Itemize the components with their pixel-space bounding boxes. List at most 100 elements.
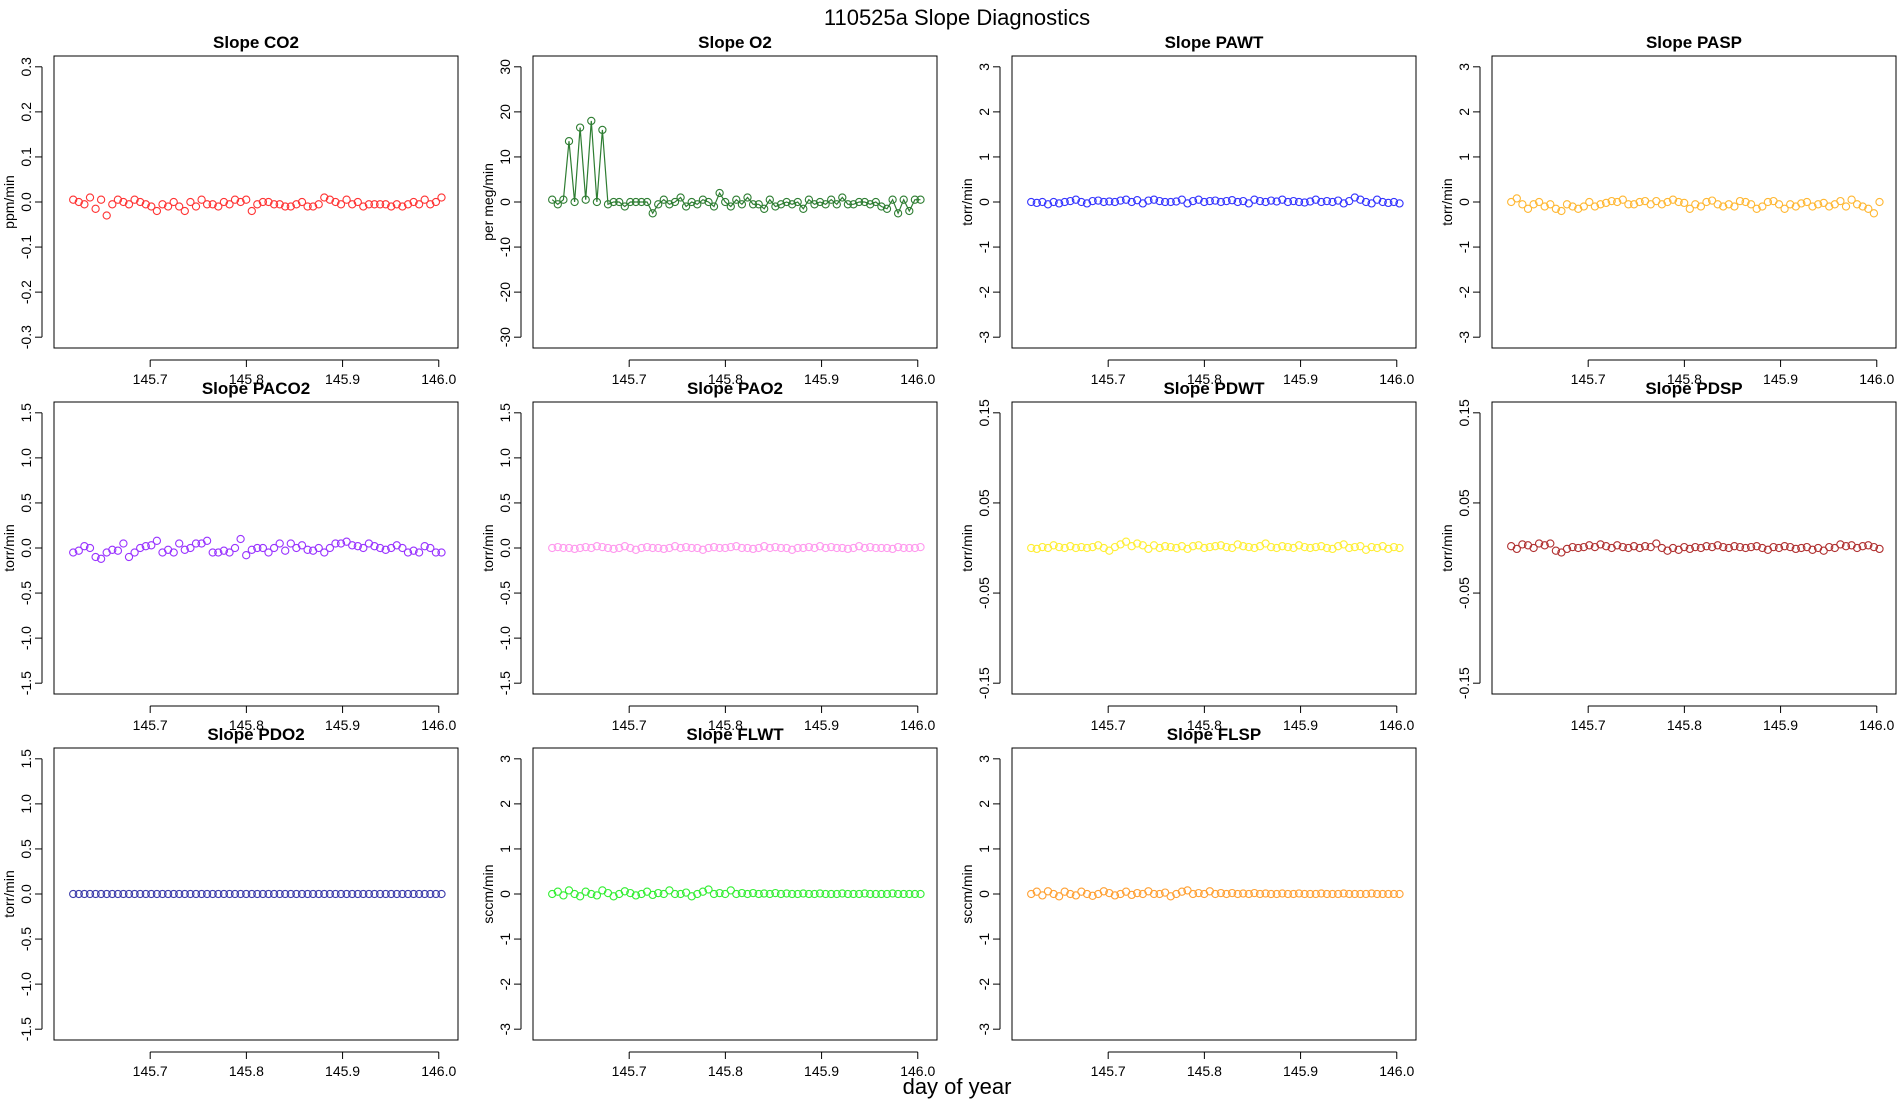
data-point <box>1278 542 1287 551</box>
y-tick-label: -1.5 <box>18 671 34 695</box>
data-point <box>1032 198 1041 208</box>
data-point <box>364 889 374 899</box>
data-point <box>732 195 741 204</box>
data-point <box>1847 195 1856 204</box>
x-tick-label: 146.0 <box>1379 717 1414 733</box>
x-tick-label: 145.9 <box>1283 717 1318 733</box>
data-point <box>1099 887 1108 896</box>
data-point <box>186 197 195 207</box>
data-point <box>1758 202 1767 211</box>
data-point <box>659 195 668 204</box>
y-axis-label: sccm/min <box>480 864 496 923</box>
data-point <box>1735 196 1745 206</box>
data-point <box>375 543 385 553</box>
data-point <box>871 197 880 207</box>
y-tick-label: 3 <box>497 755 513 763</box>
data-point <box>113 195 123 204</box>
y-tick-label: -0.5 <box>18 581 34 605</box>
data-point <box>1294 197 1304 207</box>
data-point <box>1361 889 1371 899</box>
data-point <box>760 542 769 551</box>
plot-frame <box>532 55 938 349</box>
x-tick-label: 145.8 <box>1667 371 1702 387</box>
data-point <box>782 889 791 898</box>
y-tick-label: 2 <box>1456 108 1472 116</box>
panel-title: Slope PDWT <box>1163 379 1265 398</box>
y-tick-label: 0 <box>976 198 992 206</box>
data-point <box>102 889 111 899</box>
data-point <box>866 889 875 899</box>
x-tick-label: 145.8 <box>708 371 743 387</box>
data-point <box>916 542 925 552</box>
data-point <box>236 197 245 207</box>
panel-slope-pdo2: Slope PDO2 -1.5 -1.0 -0.5 0.0 0.5 1.0 1.5 torr/m… <box>1 725 459 1079</box>
data-point <box>1596 540 1605 549</box>
y-tick-label: -2 <box>497 978 513 991</box>
data-point <box>1160 542 1170 551</box>
data-point <box>581 887 590 896</box>
panel-slope-paco2: Slope PACO2 -1.5 -1.0 -0.5 0.0 0.5 1.0 1.5 torr/… <box>1 379 459 733</box>
data-point <box>253 200 262 209</box>
data-point <box>1289 889 1298 899</box>
data-point <box>827 889 836 899</box>
data-point <box>119 539 128 548</box>
y-tick-label: 0 <box>976 890 992 898</box>
data-point <box>1043 200 1053 209</box>
x-tick-label: 145.9 <box>325 1063 360 1079</box>
data-point <box>208 889 217 899</box>
data-point <box>1205 542 1214 552</box>
data-point <box>1713 200 1722 209</box>
data-point <box>1311 889 1320 899</box>
data-point <box>626 888 635 898</box>
data-point <box>760 204 769 213</box>
data-point <box>832 200 841 209</box>
data-point <box>1696 202 1706 211</box>
data-point <box>866 200 875 209</box>
data-point <box>91 889 100 899</box>
data-point <box>85 193 95 202</box>
x-tick-label: 145.8 <box>229 371 264 387</box>
data-point <box>113 889 123 899</box>
data-point <box>275 889 284 899</box>
data-point <box>85 543 95 553</box>
data-point <box>124 889 134 899</box>
data-point <box>264 889 273 899</box>
data-point <box>281 546 290 555</box>
data-point <box>286 539 295 548</box>
data-point <box>1300 889 1309 899</box>
data-point <box>1562 544 1572 554</box>
data-point <box>403 889 413 899</box>
data-point <box>214 889 223 899</box>
y-tick-label: -1.0 <box>18 972 34 996</box>
data-point <box>715 888 724 898</box>
data-point <box>832 889 841 899</box>
data-point <box>849 200 858 209</box>
data-point <box>899 195 908 204</box>
data-point <box>1378 197 1387 207</box>
data-point <box>437 193 446 202</box>
x-tick-label: 145.8 <box>229 717 264 733</box>
data-point <box>242 551 251 560</box>
data-point <box>225 200 234 209</box>
x-tick-label: 145.8 <box>708 1063 743 1079</box>
y-tick-label: 1.0 <box>18 448 34 468</box>
data-point <box>141 542 150 551</box>
panel-slope-pdsp: Slope PDSP -0.15 -0.05 0.05 0.15 torr/min 145.… <box>1439 379 1897 733</box>
data-point <box>1233 540 1242 549</box>
y-tick-label: -2 <box>1456 286 1472 299</box>
data-point <box>398 543 407 553</box>
data-point <box>1607 196 1616 206</box>
y-tick-label: 20 <box>497 104 513 120</box>
data-point <box>163 889 173 899</box>
data-point <box>420 889 429 899</box>
data-point <box>1629 200 1639 209</box>
data-point <box>1110 891 1120 900</box>
data-point <box>1294 889 1304 898</box>
data-point <box>1780 204 1789 213</box>
plot-frame <box>1011 747 1417 1041</box>
data-point <box>225 889 234 899</box>
panel-slope-pawt: Slope PAWT -3 -2 -1 0 1 2 3 torr/min 145.7 145.8 14… <box>959 33 1417 387</box>
x-tick-label: 146.0 <box>421 371 456 387</box>
data-point <box>197 195 206 204</box>
data-point <box>236 889 245 899</box>
